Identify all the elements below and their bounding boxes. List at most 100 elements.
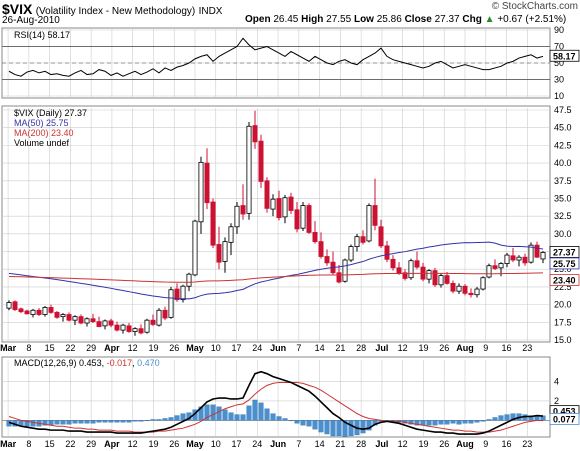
y-tick-label: 15.0 [554, 335, 572, 345]
macd-histogram-bar [414, 420, 420, 426]
x-tick-label: May [186, 439, 204, 449]
macd-histogram-bar [72, 420, 78, 424]
macd-histogram-bar [498, 415, 504, 421]
candle-up [102, 320, 108, 327]
candle-up [192, 220, 198, 276]
x-tick-label: 22 [65, 343, 75, 353]
candle-down [468, 292, 474, 296]
chart-title: $VIX (Volatility Index - New Methodology… [2, 1, 222, 17]
close-value: 27.37 [434, 14, 460, 25]
x-tick-label: 21 [335, 439, 345, 449]
macd-histogram-bar [132, 420, 138, 422]
macd-histogram-bar [156, 419, 162, 421]
x-tick-label: Apr [104, 439, 120, 449]
x-tick-label: 29 [86, 439, 96, 449]
symbol: $VIX [2, 1, 33, 17]
x-tick-label: 10 [211, 343, 221, 353]
ohlc-summary: Open 26.45 High 27.55 Low 25.86 Close 27… [245, 14, 566, 25]
candle-down [162, 309, 168, 319]
rsi-current-value: 58.17 [553, 51, 576, 61]
x-tick-label: 29 [86, 343, 96, 353]
macd-histogram-bar [222, 409, 228, 421]
x-tick-label: 23 [522, 343, 532, 353]
x-tick-label: 8 [26, 439, 31, 449]
low-value: 25.86 [376, 14, 402, 25]
x-tick-label: 7 [296, 439, 301, 449]
macd-legend: MACD(12,26,9) 0.453, -0.017, 0.470 [14, 358, 160, 368]
chart-marks [6, 37, 546, 438]
candle-up [342, 259, 348, 282]
chg-label: Chg [462, 14, 482, 25]
macd-histogram-bar [426, 420, 432, 426]
candle-down [306, 205, 312, 233]
y-tick-label: 90 [554, 25, 564, 35]
macd-histogram-bar [108, 420, 114, 423]
candle-down [522, 256, 528, 264]
candle-up [228, 226, 234, 243]
macd-histogram-bar [54, 420, 60, 425]
macd-histogram-bar [510, 413, 516, 421]
candle-down [462, 285, 468, 294]
macd-legend-hist: 0.470 [137, 358, 160, 368]
grid-lines [2, 28, 550, 437]
x-tick-label: Mar [0, 439, 17, 449]
x-tick-label: 19 [148, 439, 158, 449]
close-current-value-box [549, 246, 580, 258]
candle-down [360, 236, 366, 243]
x-tick-label: 22 [65, 439, 75, 449]
ma200-current-value: 23.40 [553, 276, 576, 286]
macd-histogram-bar [216, 406, 222, 421]
price-legend-ma50: MA(50) 25.75 [14, 118, 69, 128]
candle-down [264, 180, 270, 209]
y-tick-label: 45.0 [554, 123, 572, 133]
high-label: High [301, 14, 324, 25]
close-label: Close [404, 14, 432, 25]
candle-up [408, 260, 414, 279]
x-tick-label: 24 [252, 439, 262, 449]
price-panel-frame [1, 105, 551, 343]
candle-up [234, 205, 240, 228]
candle-down [318, 241, 324, 257]
macd-histogram-bar [270, 413, 276, 421]
macd-histogram-bar [462, 420, 468, 424]
macd-histogram-bar [348, 420, 354, 437]
macd-legend-value: 0.453 [79, 358, 102, 368]
candle-down [276, 198, 282, 218]
candle-down [78, 316, 84, 324]
macd-histogram-bar [438, 420, 444, 425]
x-tick-label: Jul [375, 439, 388, 449]
candle-down [384, 245, 390, 260]
candle-up [438, 275, 444, 286]
macd-histogram-bar [474, 420, 480, 423]
macd-histogram-bar [408, 420, 414, 425]
macd-histogram-bar [480, 420, 486, 422]
macd-histogram-bar [24, 420, 30, 427]
x-tick-label: Jun [270, 343, 286, 353]
candle-up [528, 244, 534, 263]
x-tick-label: 8 [26, 343, 31, 353]
candle-up [180, 285, 186, 301]
macd-histogram-bar [42, 420, 48, 426]
candle-up [354, 236, 360, 247]
macd-histogram-bar [282, 418, 288, 421]
ma200-current-value-box [549, 274, 580, 286]
candle-up [120, 324, 126, 331]
candle-down [66, 314, 72, 321]
candle-down [324, 256, 330, 264]
candle-down [12, 301, 18, 310]
macd-histogram-bar [120, 420, 126, 423]
macd-histogram-bar [450, 420, 456, 424]
ma50-current-value: 25.75 [553, 259, 576, 269]
candle-up [144, 319, 150, 333]
candle-down [210, 201, 216, 246]
macd-histogram-bar [168, 417, 174, 421]
candle-up [348, 246, 354, 261]
macd-line [8, 370, 544, 435]
up-arrow-icon: ▲ [484, 14, 495, 25]
x-tick-label: 15 [45, 439, 55, 449]
candle-down [252, 125, 258, 143]
x-tick-label: 9 [483, 439, 488, 449]
y-tick-label: 4 [554, 376, 559, 386]
candle-up [168, 289, 174, 318]
x-tick-label: 12 [128, 343, 138, 353]
